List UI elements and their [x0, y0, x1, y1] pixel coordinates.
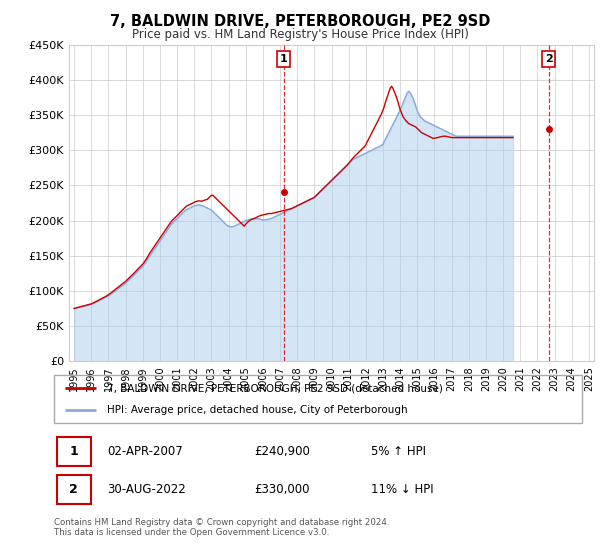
Bar	[56, 475, 91, 503]
Text: Contains HM Land Registry data © Crown copyright and database right 2024.
This d: Contains HM Land Registry data © Crown c…	[54, 518, 389, 538]
Text: 11% ↓ HPI: 11% ↓ HPI	[371, 483, 433, 496]
Text: 5% ↑ HPI: 5% ↑ HPI	[371, 445, 426, 458]
Bar	[56, 437, 91, 466]
Text: 2: 2	[545, 54, 553, 64]
Text: Price paid vs. HM Land Registry's House Price Index (HPI): Price paid vs. HM Land Registry's House …	[131, 28, 469, 41]
Text: 02-APR-2007: 02-APR-2007	[107, 445, 182, 458]
Text: 1: 1	[69, 445, 78, 458]
Text: HPI: Average price, detached house, City of Peterborough: HPI: Average price, detached house, City…	[107, 405, 407, 415]
Text: £240,900: £240,900	[254, 445, 311, 458]
Text: £330,000: £330,000	[254, 483, 310, 496]
Text: 1: 1	[280, 54, 287, 64]
Text: 7, BALDWIN DRIVE, PETERBOROUGH, PE2 9SD (detached house): 7, BALDWIN DRIVE, PETERBOROUGH, PE2 9SD …	[107, 383, 443, 393]
Text: 2: 2	[69, 483, 78, 496]
Text: 30-AUG-2022: 30-AUG-2022	[107, 483, 185, 496]
Text: 7, BALDWIN DRIVE, PETERBOROUGH, PE2 9SD: 7, BALDWIN DRIVE, PETERBOROUGH, PE2 9SD	[110, 14, 490, 29]
